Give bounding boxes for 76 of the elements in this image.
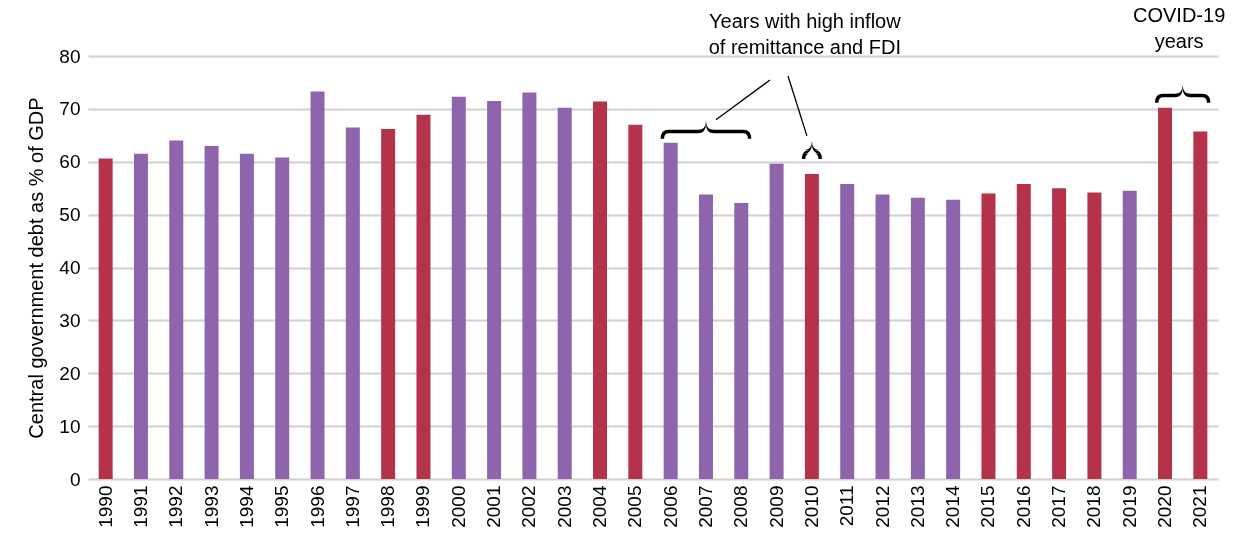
bar (981, 193, 996, 479)
x-tick-label: 2017 (1048, 485, 1070, 528)
bar (239, 153, 254, 479)
x-tick-label: 1999 (412, 485, 434, 528)
x-tick-label: 2005 (624, 485, 646, 528)
bar (416, 114, 431, 479)
bar (381, 128, 396, 479)
bar (557, 107, 572, 479)
bar (345, 127, 360, 479)
x-tick-label: 1998 (377, 485, 399, 528)
x-tick-label: 2011 (836, 485, 858, 527)
x-tick-label: 1991 (129, 485, 151, 528)
bar (275, 157, 290, 479)
x-tick-label: 1995 (271, 485, 293, 528)
x-tick-label: 2002 (518, 485, 540, 528)
x-tick-label: 2021 (1189, 485, 1211, 528)
y-tick-label: 60 (59, 151, 81, 173)
bar (804, 173, 819, 479)
bar (840, 183, 855, 479)
bar (451, 96, 466, 479)
bar (98, 158, 113, 479)
bar (1016, 183, 1031, 479)
x-tick-label: 1997 (341, 485, 363, 528)
bar (946, 199, 961, 479)
y-tick-label: 0 (69, 468, 81, 490)
x-tick-label: 2020 (1154, 485, 1176, 528)
x-tick-label: 1993 (200, 485, 222, 528)
bar (875, 194, 890, 479)
x-tick-label: 2018 (1083, 485, 1105, 528)
x-tick-label: 2007 (694, 485, 716, 528)
bar (169, 140, 184, 479)
x-tick-label: 2014 (942, 485, 964, 528)
bar (769, 163, 784, 479)
y-tick-label: 20 (59, 362, 81, 384)
bar (1158, 107, 1173, 479)
bar (910, 197, 925, 479)
x-tick-label: 2010 (800, 485, 822, 528)
y-tick-label: 70 (59, 98, 81, 120)
bar (698, 194, 713, 479)
x-tick-label: 1996 (306, 485, 328, 528)
x-tick-label: 2004 (589, 485, 611, 528)
x-tick-label: 2006 (659, 485, 681, 528)
y-tick-label: 50 (59, 204, 81, 226)
bar (628, 124, 643, 479)
y-tick-label: 80 (59, 45, 81, 67)
y-tick-label: 30 (59, 309, 81, 331)
bar (204, 145, 219, 479)
x-tick-label: 1994 (235, 485, 257, 528)
bar (1122, 190, 1137, 479)
bar (663, 142, 678, 479)
text: COVID-19 years (1133, 4, 1226, 52)
bar (1193, 131, 1208, 479)
x-tick-label: 2009 (765, 485, 787, 528)
x-tick-label: 1990 (94, 485, 116, 528)
y-axis-title: Central government debt as % of GDP (25, 97, 48, 439)
x-tick-label: 1992 (165, 485, 187, 528)
bar (734, 202, 749, 479)
x-tick-label: 2012 (871, 485, 893, 528)
bar (487, 100, 502, 479)
x-tick-label: 2015 (977, 485, 999, 528)
x-tick-label: 2003 (553, 485, 575, 528)
y-tick-label: 10 (59, 415, 81, 437)
x-tick-label: 2019 (1118, 485, 1140, 528)
annotation: Years with high inflow of remittance and FDI (708, 10, 902, 58)
bar (1087, 192, 1102, 479)
x-tick-label: 2001 (483, 485, 505, 528)
y-tick-label: 40 (59, 257, 81, 278)
bar (593, 101, 608, 479)
x-tick-label: 2016 (1012, 485, 1034, 528)
bar (310, 91, 325, 479)
x-tick-label: 2000 (447, 485, 469, 528)
x-tick-label: 2013 (906, 485, 928, 528)
bar (133, 153, 148, 479)
bar (1052, 188, 1067, 479)
bar (522, 92, 537, 479)
x-tick-label: 2008 (730, 485, 752, 528)
